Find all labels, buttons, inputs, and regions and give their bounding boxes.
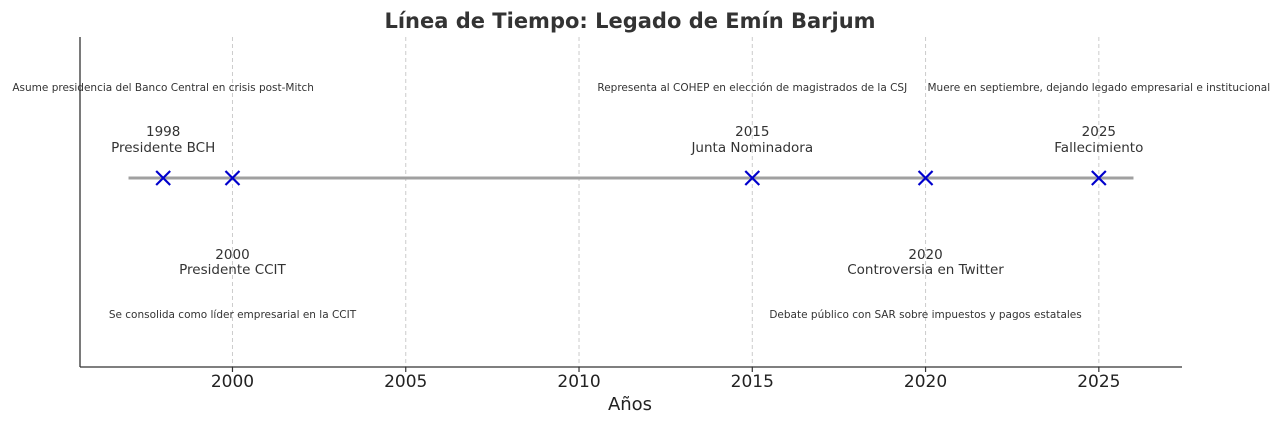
x-tick-label-2010: 2010 (557, 372, 600, 392)
event-year-label-2025: 2025 (1082, 124, 1116, 140)
chart-title: Línea de Tiempo: Legado de Emín Barjum (384, 9, 875, 33)
event-description-2020: Debate público con SAR sobre impuestos y… (769, 309, 1081, 321)
event-marker-2015 (744, 170, 761, 186)
x-tick-label-2000: 2000 (211, 372, 254, 392)
event-year-label-2020: 2020 (908, 247, 942, 263)
event-title-label-2020: Controversia en Twitter (847, 262, 1004, 278)
event-description-1998: Asume presidencia del Banco Central en c… (12, 82, 314, 94)
x-axis-label: Años (608, 394, 652, 415)
x-tick-label-2005: 2005 (384, 372, 427, 392)
event-title-label-2015: Junta Nominadora (690, 140, 813, 156)
event-title-label-1998: Presidente BCH (111, 140, 215, 156)
event-year-label-2000: 2000 (215, 247, 249, 263)
event-marker-1998 (155, 170, 171, 186)
x-tick-label-2020: 2020 (904, 372, 947, 392)
event-description-2000: Se consolida como líder empresarial en l… (109, 309, 357, 321)
event-year-label-1998: 1998 (146, 124, 180, 140)
x-tick-label-2025: 2025 (1077, 372, 1120, 392)
event-year-label-2015: 2015 (735, 124, 769, 140)
event-marker-2000 (224, 170, 241, 186)
x-tick-label-2015: 2015 (731, 372, 774, 392)
event-marker-2025 (1091, 170, 1107, 186)
event-description-2025: Muere en septiembre, dejando legado empr… (927, 82, 1270, 94)
event-title-label-2025: Fallecimiento (1054, 140, 1143, 156)
event-marker-2020 (917, 170, 934, 186)
event-description-2015: Representa al COHEP en elección de magis… (597, 82, 907, 94)
grid-lines (231, 37, 1100, 367)
event-title-label-2000: Presidente CCIT (179, 262, 286, 278)
x-ticks: 2000 2005 2010 2015 2020 2025 (211, 367, 1120, 392)
